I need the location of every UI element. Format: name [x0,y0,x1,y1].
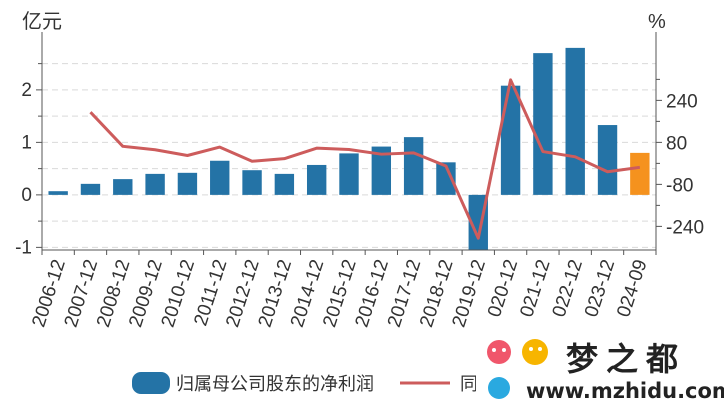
bar [210,160,230,195]
bar-series [48,47,650,250]
watermark-logo-eye [529,347,533,351]
legend-bar-swatch [132,372,170,394]
line-series [89,78,641,240]
right-tick-label: -240 [666,217,704,238]
right-axis-unit: % [648,11,666,33]
bar [565,47,585,195]
watermark-background [476,330,724,408]
line-series-path [89,78,641,240]
watermark-logo-eye [502,348,506,352]
bar [500,85,521,195]
legend-line-label: 同 [460,374,478,394]
bar [339,153,359,195]
bar [145,173,165,195]
legend-bar-label: 归属母公司股东的净利润 [176,374,374,394]
bar [80,183,101,195]
watermark-logo-yellow [522,339,548,365]
grid-lines [42,63,656,248]
bar [242,170,262,195]
left-tick-label: 0 [21,185,32,206]
right-tick-label: 80 [666,133,687,154]
left-tick-label: 2 [21,80,32,101]
bar [177,172,198,195]
watermark-title: 梦之都 [566,340,686,378]
left-axis-unit: 亿元 [22,10,62,33]
bar [630,152,650,195]
left-tick-label: 1 [21,132,32,153]
watermark-url: www.mzhidu.com [526,379,724,403]
bar [113,179,133,195]
watermark-logo-eye [538,347,542,351]
bar [597,125,618,195]
bar [306,164,327,195]
bar [274,173,295,195]
bar [371,146,392,195]
watermark-logo-eye [492,348,496,352]
bar [403,137,424,195]
legend: 归属母公司股东的净利润 同 [132,372,478,394]
bar [48,191,68,195]
x-tick-label: 024-09 [613,257,651,320]
bar [533,53,553,195]
left-tick-label: -1 [15,237,32,258]
bar [436,162,456,195]
watermark-logo-blue [488,377,510,399]
right-tick-label: 240 [666,91,698,112]
right-tick-label: -80 [666,175,693,196]
watermark: 梦之都 www.mzhidu.com [476,330,724,408]
watermark-logo-red [487,340,511,364]
